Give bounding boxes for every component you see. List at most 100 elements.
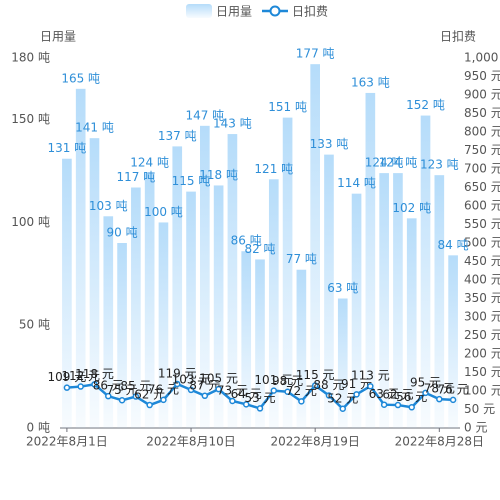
y2-tick-label: 650 元 [464, 180, 500, 194]
bar [144, 173, 155, 428]
y2-tick-label: 850 元 [464, 106, 500, 120]
y2-tick-label: 0 元 [464, 421, 487, 435]
bar-label: 131 吨 [48, 141, 87, 155]
bar-label: 151 吨 [268, 100, 307, 114]
line-point [132, 393, 140, 400]
y2-tick-label: 450 元 [464, 254, 500, 268]
bar-label: 115 吨 [172, 174, 211, 188]
line-point [311, 382, 319, 389]
y2-tick-label: 350 元 [464, 291, 500, 305]
x-tick-label: 2022年8月19日 [270, 435, 359, 449]
line-point [242, 401, 250, 408]
line-label: 112 元 [61, 369, 100, 383]
bar-label: 102 吨 [392, 201, 431, 215]
bar [337, 298, 348, 428]
bar-label: 84 吨 [438, 238, 469, 252]
bar [282, 117, 293, 428]
y-axis-label: 日用量 [40, 30, 76, 44]
y-tick-label: 0 吨 [27, 421, 50, 435]
y2-tick-label: 550 元 [464, 217, 500, 231]
line-label: 105 元 [199, 372, 238, 386]
line-point [160, 396, 167, 404]
line-label: 119 元 [158, 366, 197, 380]
line-point [436, 395, 443, 403]
line-point [449, 396, 457, 404]
y2-tick-label: 300 元 [464, 310, 500, 324]
bar-label: 123 吨 [420, 158, 459, 172]
line-point [284, 388, 291, 395]
bar [393, 173, 403, 428]
line-label: 73 元 [217, 383, 248, 397]
line-label: 78 元 [424, 382, 455, 396]
bar [103, 216, 114, 428]
bar [351, 193, 362, 428]
line-point [146, 401, 153, 409]
bar-label: 165 吨 [61, 71, 100, 85]
bar [241, 251, 252, 428]
line-point [298, 398, 305, 405]
y2-tick-label: 800 元 [464, 125, 500, 139]
legend-label: 日扣费 [292, 5, 328, 19]
bar [200, 125, 210, 428]
bar [310, 64, 320, 429]
y2-tick-label: 600 元 [464, 199, 500, 213]
line-label: 86 元 [93, 379, 124, 393]
line-label: 98 元 [272, 374, 303, 388]
line-label: 91 元 [341, 377, 372, 391]
y2-tick-label: 250 元 [464, 328, 500, 342]
line-point [380, 401, 388, 408]
y2-tick-label: 500 元 [464, 236, 500, 250]
bar [296, 269, 307, 428]
line-label: 75 元 [107, 383, 138, 397]
line-point [339, 405, 347, 413]
bar-label: 137 吨 [158, 129, 197, 143]
y2-tick-label: 400 元 [464, 273, 500, 287]
line-label: 56 元 [396, 390, 427, 404]
bar-label: 133 吨 [310, 137, 349, 151]
line-point [367, 382, 374, 390]
bar [213, 185, 224, 428]
bar-label: 152 吨 [406, 98, 445, 112]
bar [186, 191, 196, 428]
bar-label: 114 吨 [337, 176, 376, 190]
line-point [63, 384, 71, 391]
bar [379, 173, 389, 428]
y-tick-label: 50 吨 [19, 318, 50, 332]
bar [324, 154, 334, 428]
bar-label: 141 吨 [75, 121, 114, 135]
y2-tick-label: 700 元 [464, 162, 500, 176]
line-point [422, 389, 429, 397]
y2-tick-label: 100 元 [464, 384, 500, 398]
bar-label: 143 吨 [213, 117, 252, 131]
bar-label: 163 吨 [351, 75, 390, 89]
line-label: 62 元 [134, 388, 165, 402]
bar [434, 175, 445, 428]
bar-label: 103 吨 [89, 199, 128, 213]
bar [420, 115, 431, 429]
line-point [173, 380, 181, 388]
line-point [77, 383, 84, 390]
line-label: 101 元 [254, 373, 293, 387]
bar [75, 88, 86, 428]
y2-tick-label: 200 元 [464, 347, 500, 361]
line-point [270, 387, 278, 394]
line-point [187, 386, 195, 394]
line-label: 88 元 [313, 378, 344, 392]
y-tick-label: 150 吨 [11, 112, 50, 126]
bar-label: 124 吨 [365, 156, 404, 170]
bar-label: 90 吨 [107, 226, 138, 240]
line-point [325, 392, 333, 399]
bar [365, 92, 376, 428]
bar [131, 187, 141, 428]
line-point [408, 404, 415, 411]
y2-axis-label: 日扣费 [440, 30, 476, 44]
bar-label: 117 吨 [116, 170, 155, 184]
bar [62, 158, 72, 428]
line-label: 103 元 [172, 372, 211, 386]
line-point [91, 381, 98, 388]
legend-label: 日用量 [216, 5, 252, 19]
line-label: 72 元 [286, 384, 317, 398]
line-label: 118 元 [75, 367, 114, 381]
line-label: 95 元 [410, 375, 441, 389]
